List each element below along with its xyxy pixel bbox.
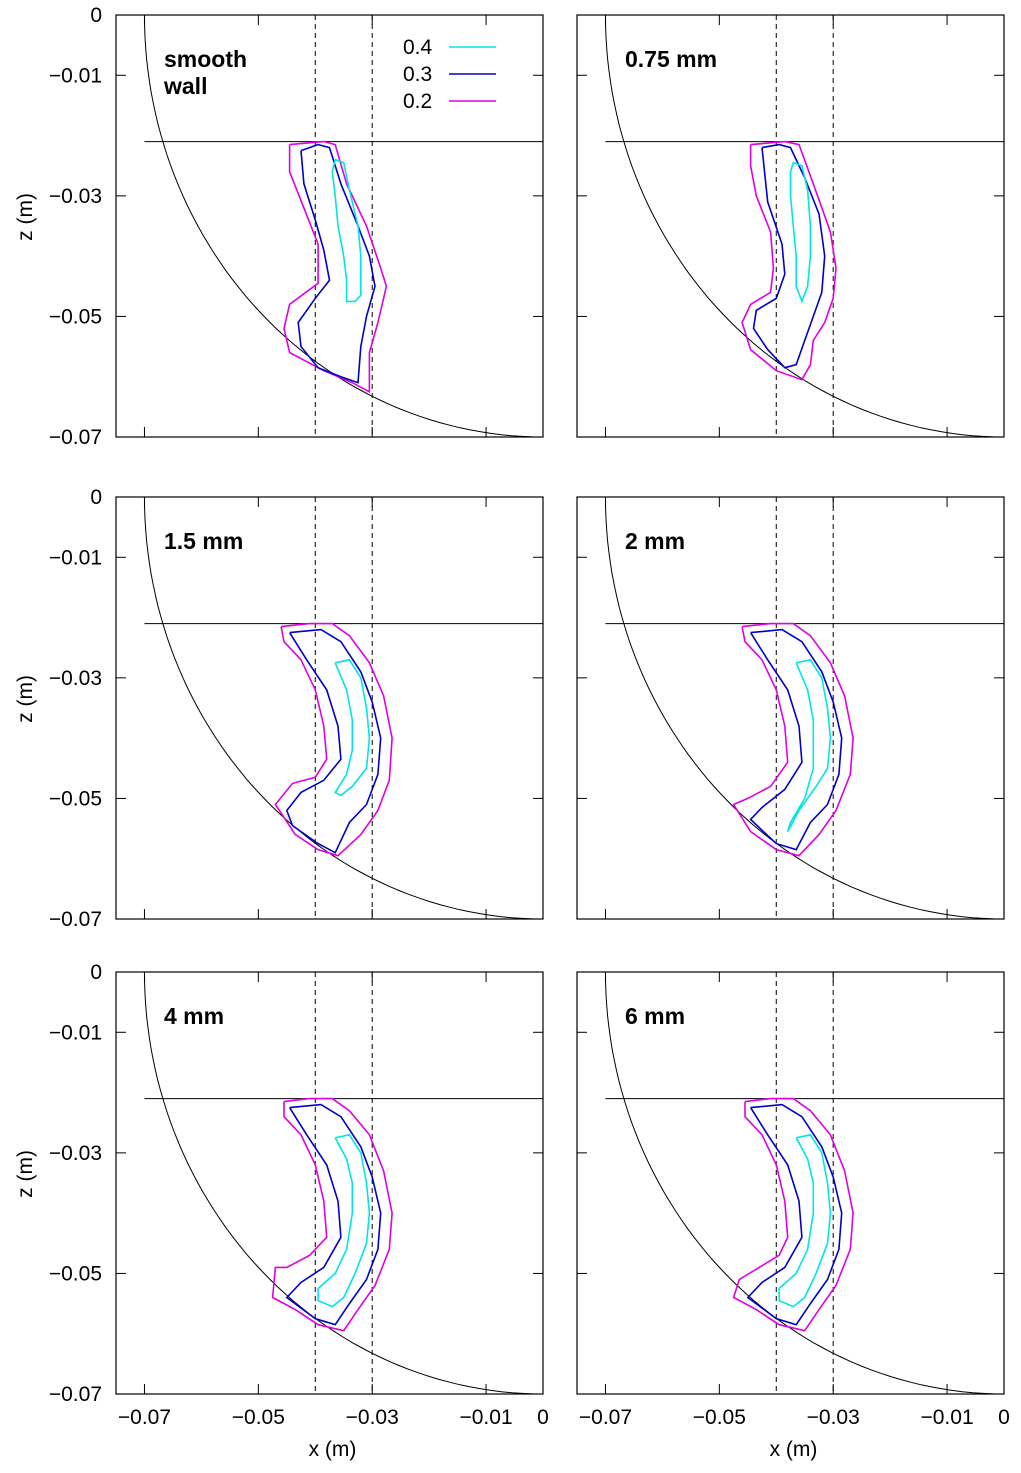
wall-arc: [144, 14, 544, 438]
plot-frame: [115, 14, 544, 438]
plot-frame: [576, 971, 1005, 1395]
z-axis-title: z (m): [14, 675, 37, 723]
plot-frame: [115, 971, 544, 1395]
panel-label: smooth: [164, 46, 247, 72]
z-tick-label: −0.01: [49, 1021, 102, 1044]
contour-03: [746, 1103, 843, 1326]
z-tick-label: −0.03: [49, 667, 102, 690]
x-axis-title: x (m): [309, 1438, 357, 1461]
z-tick-label: −0.07: [49, 426, 102, 449]
panel-label: 0.75 mm: [625, 46, 717, 72]
x-axis-title: x (m): [770, 1438, 818, 1461]
contour-04: [331, 158, 362, 303]
z-tick-label: −0.03: [49, 185, 102, 208]
z-tick-label: −0.05: [49, 1262, 102, 1285]
z-tick-label: −0.01: [49, 64, 102, 87]
z-axis-title: z (m): [14, 193, 37, 241]
panel-5: −0.07 −0.05 −0.03 −0.01 0 0 −0.01 −0.03 −0.05 −0.…: [14, 961, 549, 1461]
wall-arc: [605, 14, 1005, 438]
contour-04: [334, 658, 371, 797]
contour-03: [285, 628, 382, 854]
x-tick-label: 0: [998, 1406, 1010, 1429]
legend-label: 0.4: [403, 36, 433, 59]
contour-04: [786, 658, 832, 832]
z-tick-label: −0.05: [49, 787, 102, 810]
z-tick-label: −0.07: [49, 1383, 102, 1406]
panel-label: 4 mm: [164, 1003, 224, 1029]
contour-03: [749, 628, 843, 851]
z-tick-label: 0: [90, 486, 102, 509]
panel-label: wall: [163, 73, 207, 99]
legend-label: 0.3: [403, 63, 432, 86]
wall-arc: [605, 971, 1005, 1395]
x-tick-label: −0.07: [118, 1406, 171, 1429]
contour-04: [317, 1133, 371, 1308]
x-tick-label: −0.03: [346, 1406, 399, 1429]
plot-frame: [576, 496, 1005, 920]
wall-arc: [605, 496, 1005, 920]
contour-02: [741, 140, 837, 381]
x-tick-label: −0.01: [920, 1406, 973, 1429]
panel-label: 6 mm: [625, 1003, 685, 1029]
z-tick-label: −0.03: [49, 1142, 102, 1165]
z-tick-label: −0.07: [49, 908, 102, 931]
legend-label: 0.2: [403, 90, 432, 113]
contour-02: [732, 622, 854, 857]
z-tick-label: −0.01: [49, 546, 102, 569]
panel-6: −0.07 −0.05 −0.03 −0.01 0 x (m) 6 mm: [576, 971, 1010, 1461]
contour-02: [732, 1097, 854, 1332]
plot-frame: [115, 496, 544, 920]
plot-frame: [576, 14, 1005, 438]
panel-label: 2 mm: [625, 528, 685, 554]
legend: 0.4 0.3 0.2: [403, 36, 496, 113]
contour-02: [274, 622, 393, 857]
x-tick-label: −0.03: [807, 1406, 860, 1429]
x-tick-label: −0.05: [232, 1406, 285, 1429]
x-tick-label: −0.05: [693, 1406, 746, 1429]
z-axis-title: z (m): [14, 1150, 37, 1198]
contour-02: [271, 1097, 393, 1332]
contour-04: [789, 161, 812, 304]
wall-arc: [144, 496, 544, 920]
contour-04: [778, 1133, 832, 1308]
contour-03: [752, 143, 826, 369]
panel-label: 1.5 mm: [164, 528, 243, 554]
x-tick-label: −0.01: [459, 1406, 512, 1429]
wall-arc: [144, 971, 544, 1395]
panel-2: 0.75 mm: [576, 14, 1005, 438]
z-tick-label: −0.05: [49, 305, 102, 328]
panel-3: 0 −0.01 −0.03 −0.05 −0.07 z (m) 1.5 mm: [14, 486, 544, 931]
x-tick-label: 0: [537, 1406, 549, 1429]
contour-03: [297, 143, 376, 384]
panel-4: 2 mm: [576, 496, 1005, 920]
z-tick-label: 0: [90, 4, 102, 27]
contour-03: [285, 1103, 382, 1326]
z-tick-label: 0: [90, 961, 102, 984]
panel-1: 0−0.01−0.03−0.05−0.07z (m)smoothwall0.40…: [14, 4, 544, 449]
x-tick-label: −0.07: [579, 1406, 632, 1429]
